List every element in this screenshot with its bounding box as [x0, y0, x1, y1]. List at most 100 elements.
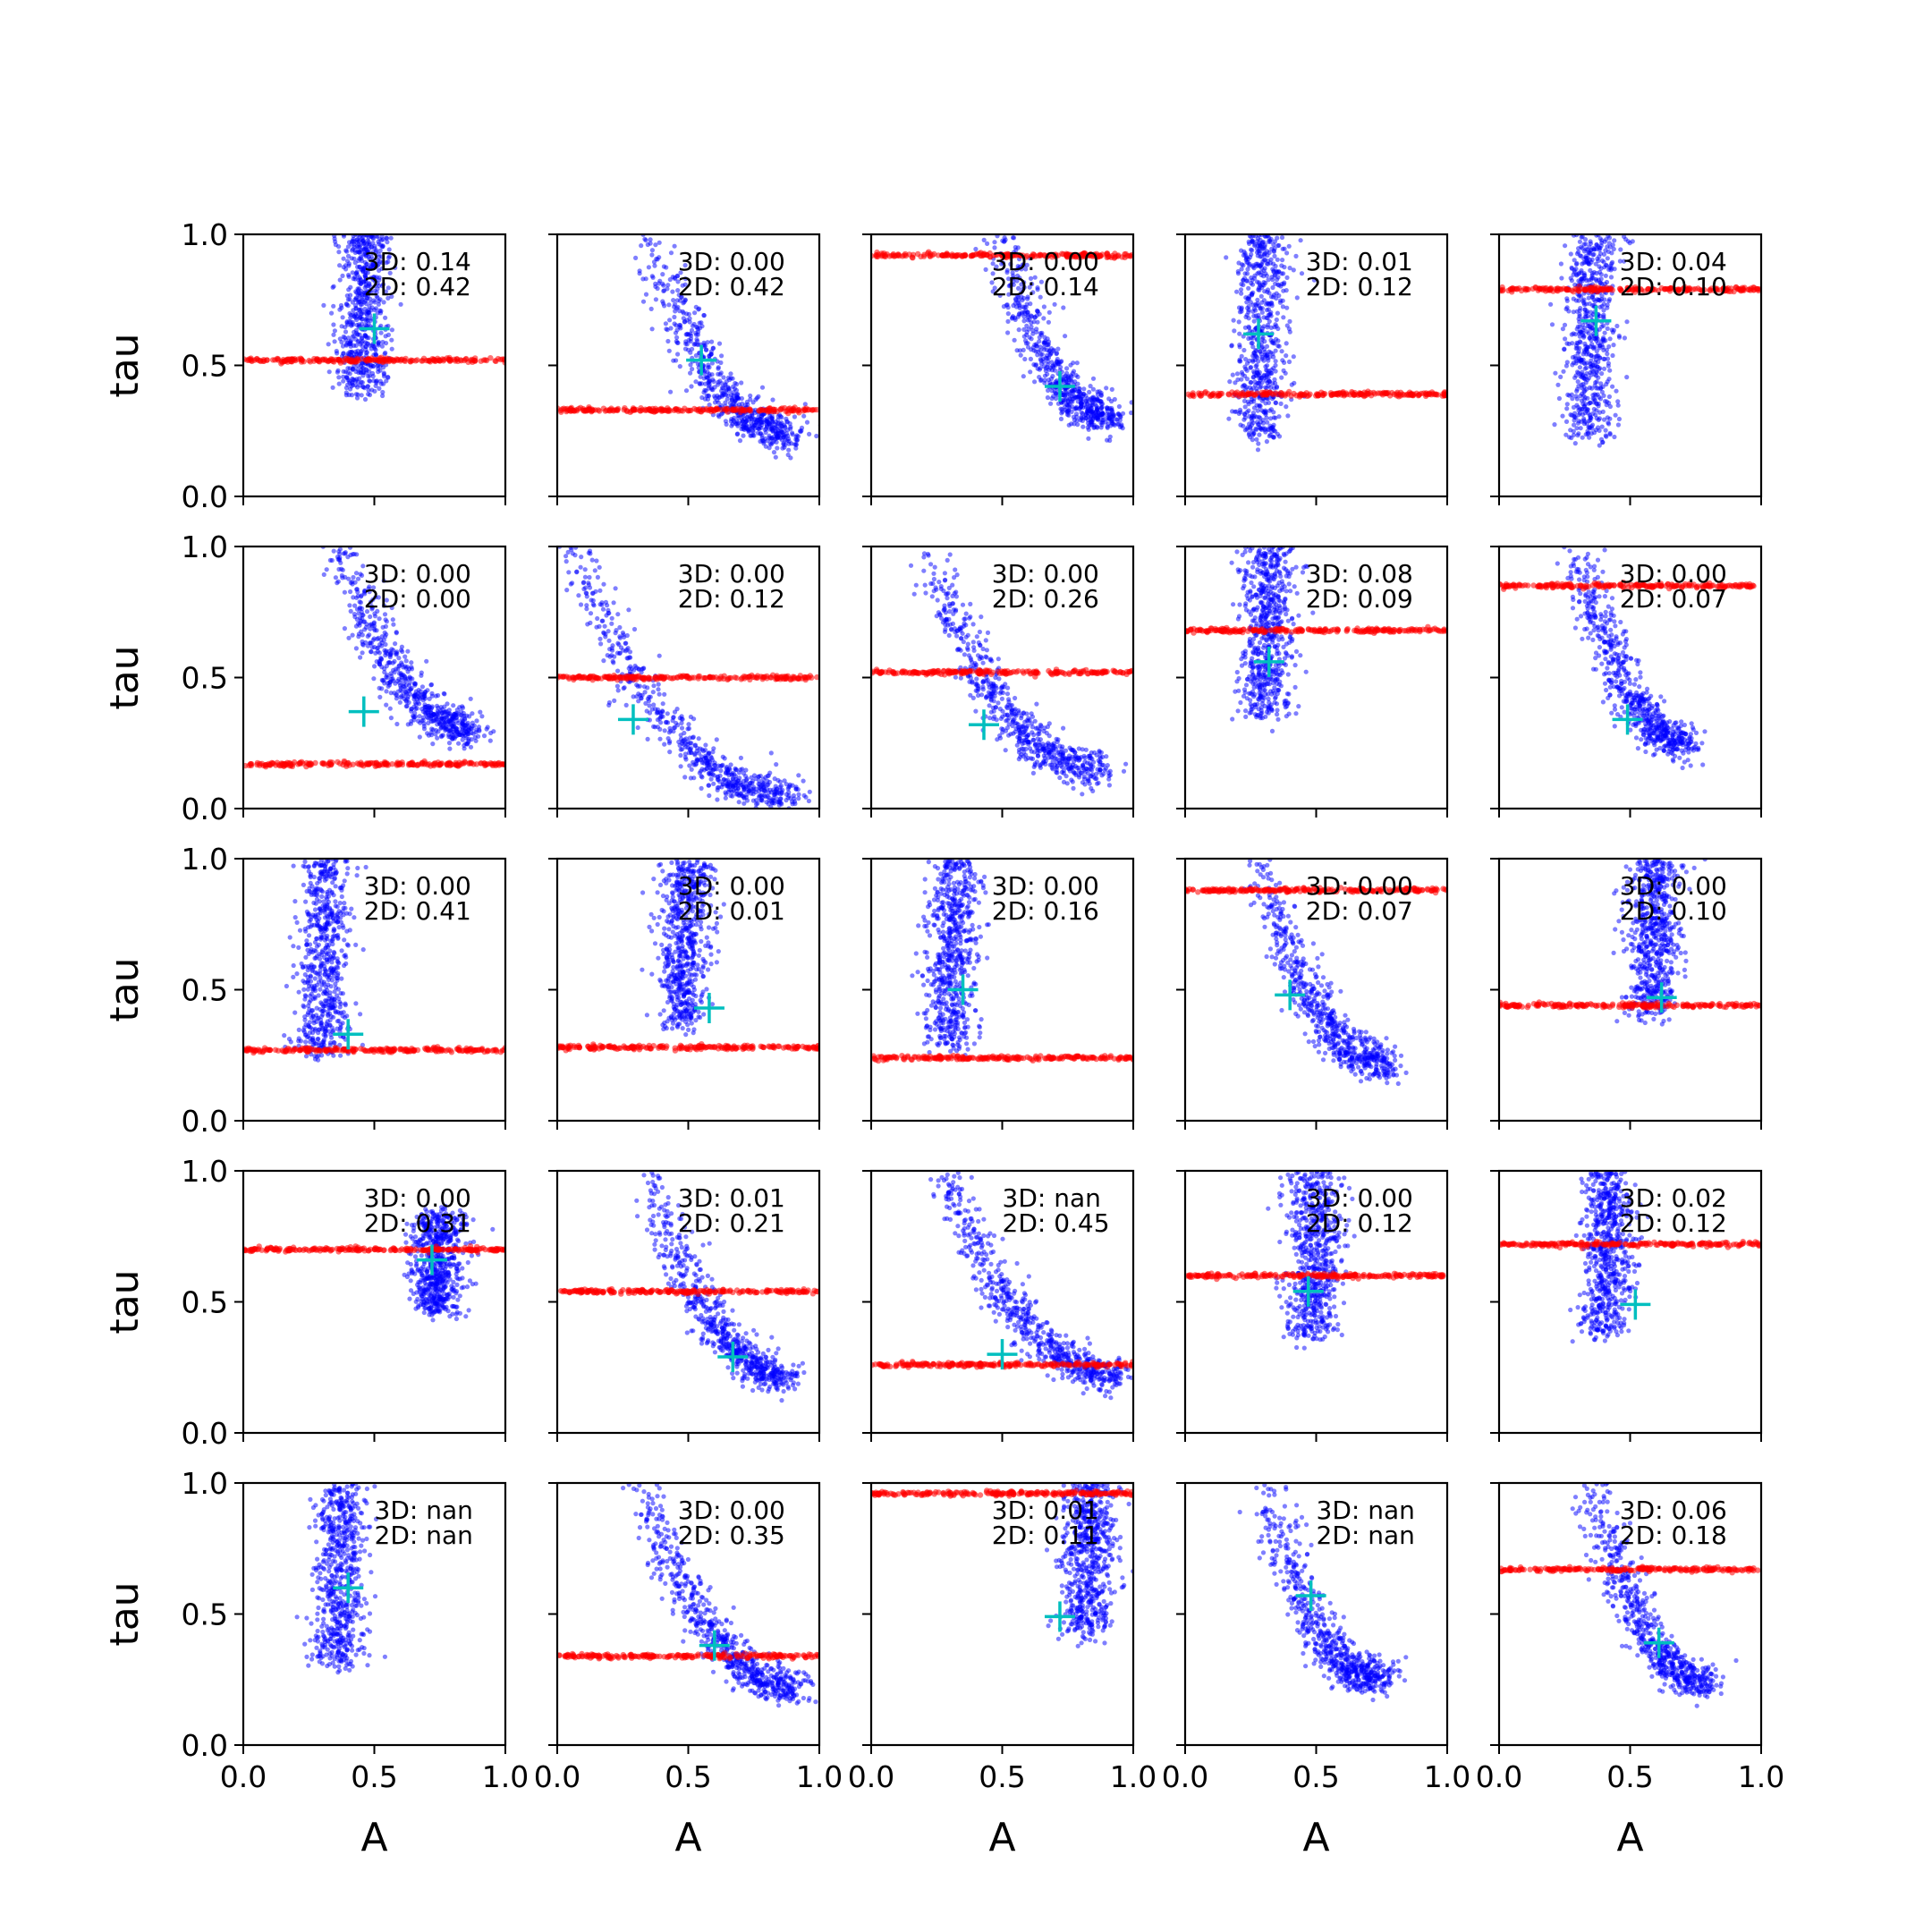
red-point	[394, 356, 400, 362]
blue-point	[350, 632, 355, 638]
blue-point	[1602, 297, 1607, 302]
blue-point	[347, 310, 352, 317]
blue-point	[1560, 326, 1565, 332]
blue-point	[1242, 325, 1248, 330]
blue-point	[365, 238, 370, 243]
blue-point	[1268, 385, 1274, 390]
blue-point	[470, 711, 475, 716]
blue-point	[345, 303, 351, 309]
true-value-marker	[1580, 305, 1612, 336]
blue-point	[1021, 374, 1026, 379]
blue-point	[364, 341, 369, 346]
blue-point	[373, 352, 378, 358]
blue-point	[1080, 424, 1086, 429]
blue-point	[1109, 386, 1114, 392]
blue-point	[694, 332, 699, 337]
blue-point	[763, 436, 768, 441]
blue-point	[693, 352, 699, 359]
blue-point	[379, 254, 385, 259]
blue-point	[1589, 364, 1594, 369]
blue-point	[1244, 271, 1250, 276]
blue-point	[985, 241, 990, 246]
blue-point	[1591, 245, 1597, 251]
blue-point	[990, 261, 996, 267]
plot-area	[1499, 234, 1761, 448]
blue-point	[376, 301, 381, 307]
blue-point	[1280, 358, 1285, 363]
blue-point	[1287, 318, 1292, 324]
blue-point	[781, 441, 786, 446]
blue-point	[1236, 319, 1241, 325]
blue-point	[358, 655, 363, 660]
blue-point	[1565, 392, 1571, 397]
blue-point	[1600, 439, 1606, 445]
blue-point	[1038, 352, 1044, 358]
blue-point	[330, 385, 335, 390]
blue-point	[708, 378, 713, 384]
blue-point	[1264, 353, 1269, 359]
blue-point	[348, 284, 353, 290]
plot-area	[1185, 234, 1447, 453]
blue-point	[1048, 401, 1054, 406]
blue-point	[1611, 246, 1616, 252]
blue-point	[1046, 377, 1051, 383]
blue-point	[1580, 327, 1586, 333]
blue-point	[397, 699, 402, 705]
blue-point	[1556, 395, 1562, 402]
blue-point	[1572, 441, 1578, 446]
blue-point	[1258, 403, 1263, 409]
blue-point	[680, 283, 685, 288]
red-point	[595, 407, 602, 413]
blue-point	[688, 362, 693, 368]
blue-point	[1605, 326, 1610, 331]
blue-point	[1046, 309, 1052, 315]
blue-samples	[973, 234, 1133, 444]
blue-point	[741, 427, 747, 432]
red-point	[678, 408, 684, 414]
blue-point	[1074, 418, 1080, 423]
blue-point	[1272, 253, 1277, 258]
blue-point	[1291, 267, 1296, 273]
blue-point	[708, 352, 714, 357]
blue-point	[1244, 259, 1250, 265]
blue-point	[343, 267, 349, 272]
blue-point	[360, 267, 365, 272]
blue-point	[1577, 239, 1582, 244]
blue-point	[1021, 318, 1027, 324]
blue-point	[333, 242, 338, 248]
blue-point	[392, 691, 397, 696]
blue-point	[1237, 407, 1243, 412]
blue-point	[340, 567, 345, 572]
blue-point	[673, 330, 679, 335]
blue-point	[1255, 408, 1260, 413]
blue-point	[1605, 352, 1610, 357]
blue-point	[408, 721, 413, 726]
blue-point	[716, 365, 721, 370]
red-point	[1571, 289, 1577, 295]
blue-point	[1242, 428, 1248, 433]
blue-point	[1259, 356, 1265, 361]
blue-point	[1025, 341, 1030, 346]
blue-point	[749, 433, 754, 438]
red-point	[1063, 252, 1070, 259]
red-point	[1244, 391, 1251, 397]
red-point	[1029, 253, 1035, 259]
blue-point	[718, 370, 724, 376]
blue-point	[1598, 276, 1604, 282]
blue-point	[1265, 287, 1271, 292]
blue-point	[353, 343, 359, 348]
blue-point	[391, 622, 396, 627]
blue-point	[336, 556, 342, 562]
blue-point	[1282, 246, 1287, 251]
blue-point	[1030, 344, 1036, 351]
red-point	[377, 355, 383, 361]
blue-point	[364, 284, 369, 289]
blue-point	[1066, 422, 1072, 428]
blue-point	[468, 696, 473, 701]
blue-point	[1273, 272, 1278, 277]
blue-point	[367, 632, 372, 638]
blue-point	[1242, 373, 1248, 378]
blue-point	[1235, 271, 1241, 276]
blue-point	[445, 701, 450, 707]
blue-point	[748, 397, 753, 402]
